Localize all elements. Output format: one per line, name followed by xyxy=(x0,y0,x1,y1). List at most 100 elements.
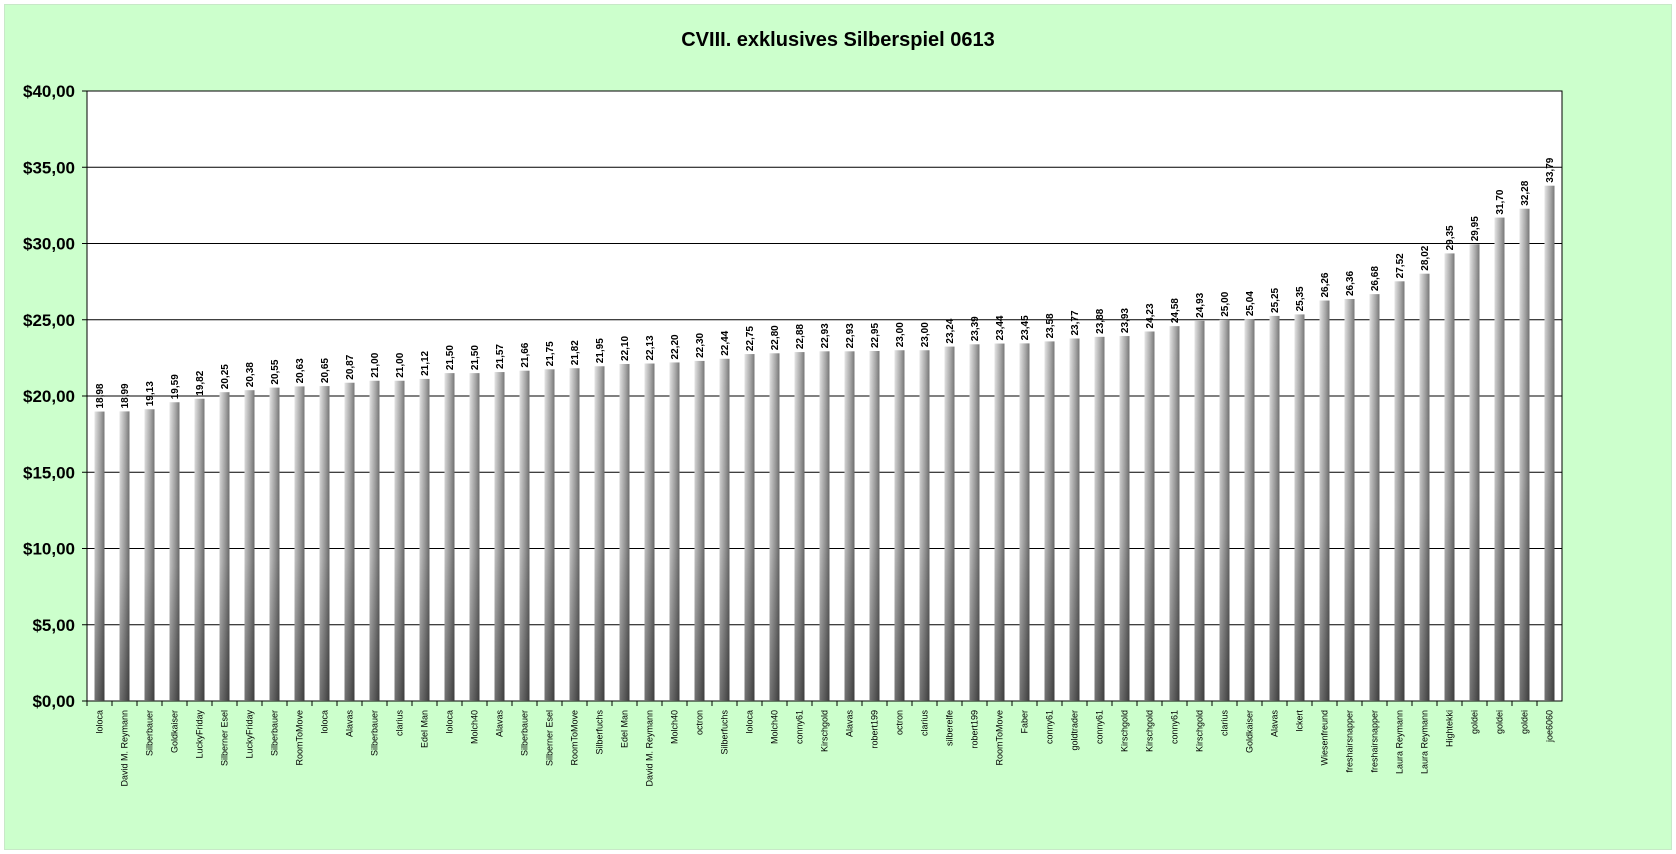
bar-shade xyxy=(1394,281,1405,701)
category-label: Alavas xyxy=(845,710,855,738)
bar-shade xyxy=(1444,253,1455,701)
value-label: 22,75 xyxy=(745,326,756,351)
category-label: Goldkaiser xyxy=(170,710,180,753)
category-label: RoomToMove xyxy=(295,710,305,766)
bar-shade xyxy=(144,409,155,701)
value-label: 22,44 xyxy=(720,330,731,355)
value-label: 20,55 xyxy=(270,359,281,384)
category-label: Alavas xyxy=(345,710,355,738)
category-label: Silberfuchs xyxy=(720,710,730,755)
category-label: conny61 xyxy=(795,710,805,744)
bar-shade xyxy=(1544,185,1555,701)
bar-shade xyxy=(494,372,505,701)
value-label: 23,24 xyxy=(945,318,956,343)
bar-shade xyxy=(944,346,955,701)
category-label: conny61 xyxy=(1095,710,1105,744)
bar-shade xyxy=(1044,341,1055,701)
category-label: Molch40 xyxy=(470,710,480,744)
value-label: 21,00 xyxy=(395,352,406,377)
value-label: 23,39 xyxy=(970,316,981,341)
category-label: Goldkaiser xyxy=(1245,710,1255,753)
value-label: 26,26 xyxy=(1320,272,1331,297)
category-label: RoomToMove xyxy=(995,710,1005,766)
category-label: octron xyxy=(695,710,705,735)
y-tick-label: $35,00 xyxy=(23,158,75,177)
value-label: 26,36 xyxy=(1345,271,1356,296)
category-label: loloca xyxy=(745,710,755,734)
chart-title: CVIII. exklusives Silberspiel 0613 xyxy=(681,29,995,51)
bar-shade xyxy=(1194,320,1205,701)
value-label: 22,30 xyxy=(695,332,706,357)
bar-shade xyxy=(594,366,605,701)
category-label: goldei xyxy=(1495,710,1505,734)
value-label: 29,95 xyxy=(1470,216,1481,241)
category-label: loloca xyxy=(445,710,455,734)
bar-shade xyxy=(1519,208,1530,702)
y-tick-label: $30,00 xyxy=(23,235,75,254)
category-label: freshairsnapper xyxy=(1345,710,1355,773)
bar-shade xyxy=(344,382,355,701)
value-label: 25,04 xyxy=(1245,291,1256,316)
value-label: 19,59 xyxy=(170,374,181,399)
value-label: 22,93 xyxy=(820,323,831,348)
bar-shade xyxy=(519,370,530,701)
bar-shade xyxy=(869,351,880,701)
category-label: goldei xyxy=(1470,710,1480,734)
category-label: Laura Reymann xyxy=(1395,710,1405,774)
bar-shade xyxy=(1469,244,1480,701)
bar-shade xyxy=(794,352,805,701)
bar-shade xyxy=(919,350,930,701)
category-label: Alavas xyxy=(495,710,505,738)
bar-shade xyxy=(1319,300,1330,701)
value-label: 20,38 xyxy=(245,362,256,387)
category-label: Alavas xyxy=(1270,710,1280,738)
bar-shade xyxy=(1369,294,1380,701)
bar-shade xyxy=(369,380,380,701)
bar-shade xyxy=(119,411,130,701)
category-label: Kirschgold xyxy=(1120,710,1130,752)
value-label: 23,93 xyxy=(1120,308,1131,333)
bar-shade xyxy=(769,353,780,701)
category-label: LuckyFriday xyxy=(245,710,255,759)
bar-shade xyxy=(319,386,330,701)
value-label: 22,13 xyxy=(645,335,656,360)
category-label: clarius xyxy=(920,710,930,737)
bar-shade xyxy=(1019,343,1030,701)
bar-shade xyxy=(894,350,905,701)
category-label: Kirschgold xyxy=(1195,710,1205,752)
value-label: 19,13 xyxy=(145,381,156,406)
y-tick-label: $10,00 xyxy=(23,540,75,559)
value-label: 21,12 xyxy=(420,350,431,375)
category-label: silberelfe xyxy=(945,710,955,746)
value-label: 21,75 xyxy=(545,341,556,366)
bar-shade xyxy=(1094,336,1105,701)
bar-shade xyxy=(419,378,430,701)
category-label: robert199 xyxy=(870,710,880,749)
category-label: Hightekki xyxy=(1445,710,1455,747)
value-label: 26,68 xyxy=(1370,266,1381,291)
category-label: Faber xyxy=(1020,710,1030,734)
value-label: 18,99 xyxy=(120,383,131,408)
value-label: 23,00 xyxy=(920,322,931,347)
value-label: 21,00 xyxy=(370,352,381,377)
value-label: 24,58 xyxy=(1170,298,1181,323)
category-label: Molch40 xyxy=(770,710,780,744)
value-label: 22,93 xyxy=(845,323,856,348)
value-label: 22,95 xyxy=(870,323,881,348)
category-label: Silberbauer xyxy=(270,710,280,756)
bar-shade xyxy=(1294,314,1305,701)
y-tick-label: $20,00 xyxy=(23,387,75,406)
category-label: Silberner Esel xyxy=(220,710,230,766)
category-label: clarius xyxy=(1220,710,1230,737)
bar-shade xyxy=(744,354,755,701)
value-label: 24,23 xyxy=(1145,303,1156,328)
value-label: 18,98 xyxy=(95,383,106,408)
y-tick-label: $40,00 xyxy=(23,82,75,101)
bar-shade xyxy=(1144,331,1155,701)
y-tick-label: $5,00 xyxy=(32,616,75,635)
category-label: Silberbauer xyxy=(520,710,530,756)
category-label: loloca xyxy=(95,710,105,734)
category-label: Silberbauer xyxy=(145,710,155,756)
y-tick-label: $0,00 xyxy=(32,692,75,711)
bar-shade xyxy=(169,402,180,701)
